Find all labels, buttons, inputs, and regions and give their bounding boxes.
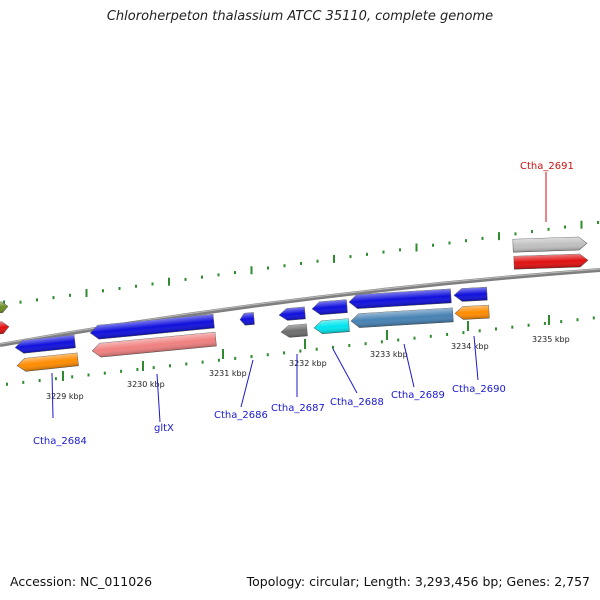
gene-feature[interactable] [350,307,454,328]
gene-label-leader [403,343,415,388]
gene-ctha_2689[interactable] [348,288,452,309]
gene-label[interactable]: Ctha_2691 [520,161,574,172]
gene-feature[interactable] [91,331,217,358]
gene-label[interactable]: gltX [154,423,174,434]
gene-label-leader [332,348,358,394]
gene-feature[interactable] [280,323,308,338]
gene-label[interactable]: Ctha_2686 [214,410,268,421]
gene-label[interactable]: Ctha_2687 [271,403,325,414]
kbp-tick-label: 3233 kbp [370,350,408,359]
gene-label-leader [51,372,54,419]
gene-ctha_2688[interactable] [311,299,348,316]
gene-ctha_2690[interactable] [453,286,488,302]
gene-feature[interactable] [513,253,589,270]
gene-label[interactable]: Ctha_2689 [391,390,445,401]
kbp-tick-label: 3229 kbp [46,392,84,401]
gene-feature[interactable] [0,301,9,315]
gene-label[interactable]: Ctha_2684 [33,436,87,447]
genome-backbone-highlight [0,268,600,345]
gene-gltx[interactable] [89,313,215,340]
gene-label-leader [156,373,161,423]
genome-title: Chloroherpeton thalassium ATCC 35110, co… [106,9,494,24]
gene-ctha_2686[interactable] [239,312,255,326]
kbp-tick-label: 3230 kbp [127,380,165,389]
gene-ctha_2687[interactable] [278,306,306,321]
gene-label-leader [240,359,254,408]
accession-text: Accession: NC_011026 [10,574,153,589]
gene-label[interactable]: Ctha_2688 [330,397,384,408]
genome-summary-text: Topology: circular; Length: 3,293,456 bp… [246,574,590,589]
gene-feature[interactable] [0,321,10,336]
gene-feature[interactable] [454,304,490,320]
kbp-tick-label: 3234 kbp [451,342,489,351]
gene-label[interactable]: Ctha_2690 [452,384,506,395]
kbp-tick-label: 3232 kbp [289,359,327,368]
gene-feature[interactable] [313,318,350,335]
kbp-tick-label: 3231 kbp [209,369,247,378]
gene-ctha_2691[interactable] [512,236,588,253]
gene-ctha_2684[interactable] [14,334,76,354]
gene-feature[interactable] [16,352,79,372]
genome-backbone [0,268,600,347]
kbp-tick-label: 3235 kbp [532,335,570,344]
gene-label-leader [473,335,479,381]
